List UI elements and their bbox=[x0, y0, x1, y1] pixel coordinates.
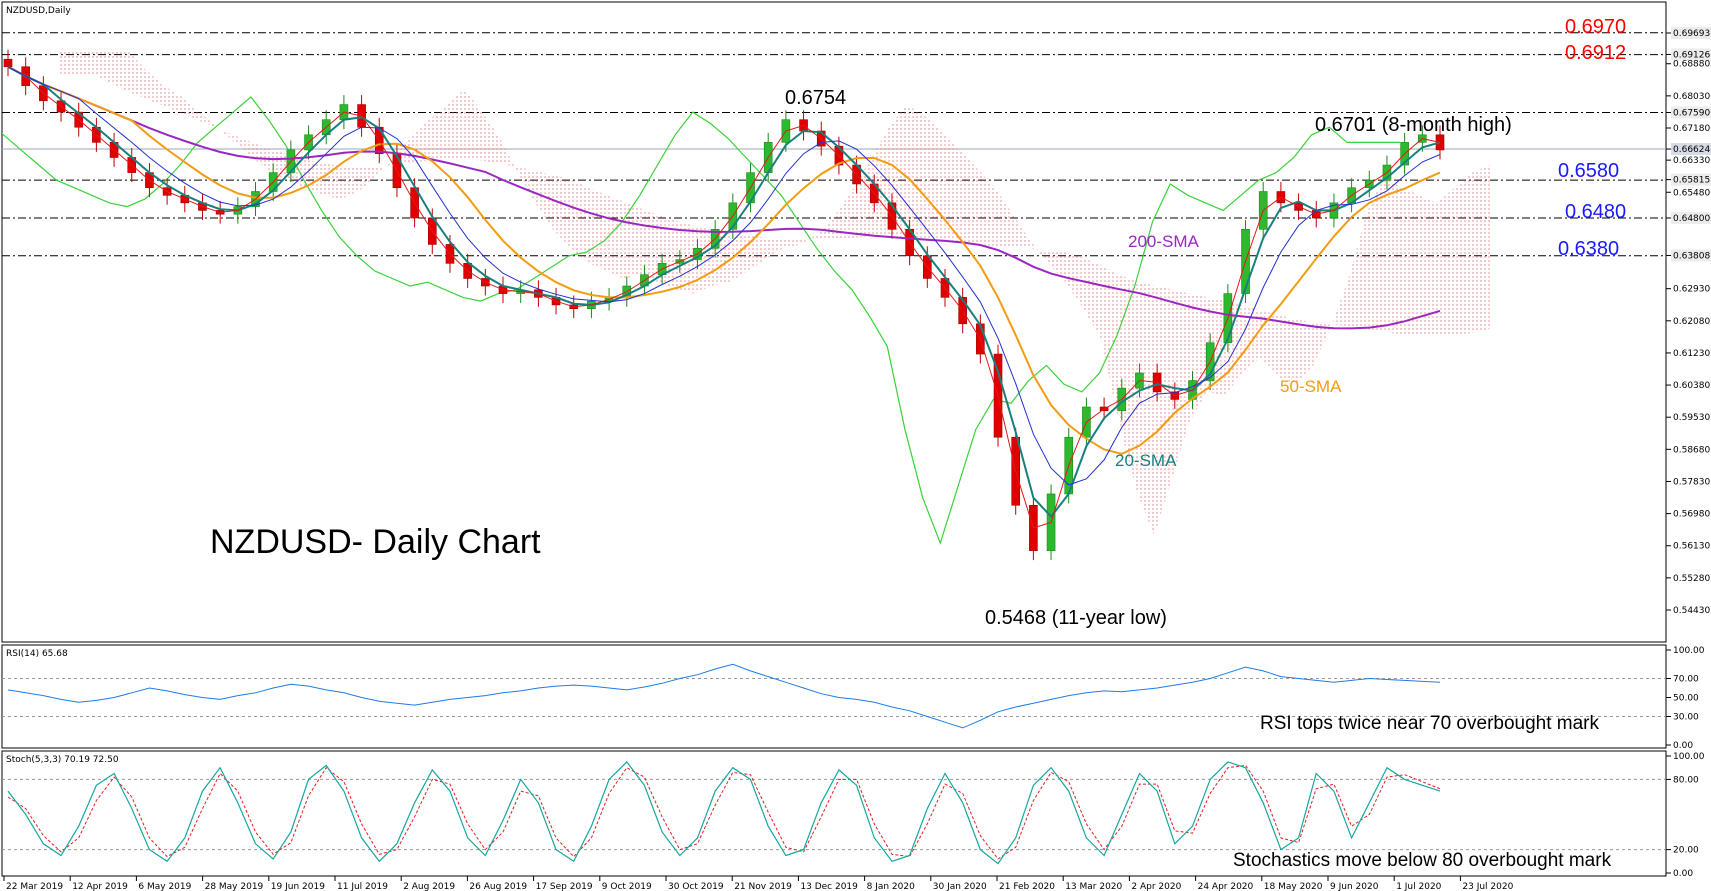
x-tick-label: 12 Apr 2019 bbox=[72, 882, 128, 891]
level-label-0.6912: 0.6912 bbox=[1565, 42, 1626, 64]
price-tick-highlight bbox=[1671, 48, 1711, 61]
price-tick-highlight bbox=[1671, 27, 1711, 39]
chart-title: NZDUSD- Daily Chart bbox=[210, 523, 541, 561]
stoch-tick-label: 0.00 bbox=[1673, 869, 1693, 879]
tenkan-line bbox=[7, 66, 1441, 529]
price-tick-label: 0.56130 bbox=[1673, 542, 1710, 552]
kijun-line bbox=[7, 66, 1441, 486]
sma50-line bbox=[7, 65, 1441, 455]
price-tick-label: 0.62080 bbox=[1673, 317, 1710, 327]
x-tick-label: 17 Sep 2019 bbox=[536, 882, 593, 891]
x-tick-label: 21 Nov 2019 bbox=[734, 882, 792, 891]
price-tick-label: 0.63808 bbox=[1673, 251, 1710, 261]
rsi-tick-label: 30.00 bbox=[1673, 713, 1699, 723]
sma200-line bbox=[7, 65, 1441, 330]
x-tick-label: 30 Oct 2019 bbox=[668, 882, 724, 891]
level-label-0.6480: 0.6480 bbox=[1565, 201, 1626, 223]
price-tick-label: 0.56980 bbox=[1673, 510, 1710, 520]
price-tick-label: 0.64800 bbox=[1673, 214, 1710, 224]
price-tick-highlight bbox=[1671, 211, 1711, 224]
x-tick-label: 2 Apr 2020 bbox=[1131, 882, 1181, 891]
stoch-title: Stoch(5,3,3) 70.19 72.50 bbox=[6, 755, 119, 765]
rsi-line bbox=[7, 663, 1441, 729]
price-tick-highlight bbox=[1671, 106, 1711, 119]
x-tick-label: 23 Jul 2020 bbox=[1462, 882, 1513, 891]
x-tick-label: 6 May 2019 bbox=[138, 882, 191, 891]
level-label-0.6580: 0.6580 bbox=[1558, 160, 1619, 182]
stoch-panel-frame bbox=[1, 750, 1667, 877]
price-tick-label: 0.66330 bbox=[1673, 156, 1710, 166]
lagging-span-line bbox=[2, 96, 1400, 545]
level-label-0.6970: 0.6970 bbox=[1565, 16, 1626, 38]
x-tick-label: 30 Jan 2020 bbox=[933, 882, 987, 891]
price-tick-label: 0.69126 bbox=[1673, 50, 1710, 60]
rsi-tick-label: 50.00 bbox=[1673, 694, 1699, 704]
x-tick-label: 9 Oct 2019 bbox=[602, 882, 652, 891]
ichimoku-cloud bbox=[58, 51, 1490, 536]
price-tick-label: 0.62930 bbox=[1673, 285, 1710, 295]
symbol-label: NZDUSD,Daily bbox=[6, 6, 71, 16]
stoch-k-line bbox=[7, 760, 1441, 865]
x-tick-label: 21 Feb 2020 bbox=[999, 882, 1055, 891]
sma200-label: 200-SMA bbox=[1128, 232, 1200, 251]
x-tick-label: 28 May 2019 bbox=[205, 882, 264, 891]
price-tick-highlight bbox=[1671, 173, 1711, 186]
price-tick-label: 0.61230 bbox=[1673, 349, 1710, 359]
price-tick-label: 0.68030 bbox=[1673, 92, 1710, 102]
price-tick-highlight bbox=[1671, 249, 1711, 262]
price-tick-label: 0.65480 bbox=[1673, 188, 1710, 198]
price-tick-highlight bbox=[1671, 143, 1711, 156]
rsi-tick-label: 100.00 bbox=[1673, 646, 1705, 656]
price-tick-label: 0.57830 bbox=[1673, 477, 1710, 487]
rsi-tick-label: 70.00 bbox=[1673, 675, 1699, 685]
annotation-11-year-low: 0.5468 (11-year low) bbox=[985, 607, 1167, 629]
stoch-d-line bbox=[7, 764, 1441, 860]
x-tick-label: 22 Mar 2019 bbox=[6, 882, 63, 891]
x-tick-label: 19 Jun 2019 bbox=[271, 882, 325, 891]
stoch-tick-label: 20.00 bbox=[1673, 846, 1699, 856]
stoch-tick-label: 100.00 bbox=[1673, 752, 1705, 762]
sma20-label: 20-SMA bbox=[1115, 451, 1177, 470]
candle-body bbox=[3, 58, 13, 68]
x-tick-label: 18 May 2020 bbox=[1264, 882, 1323, 891]
x-tick-label: 11 Jul 2019 bbox=[337, 882, 388, 891]
x-tick-label: 1 Jul 2020 bbox=[1396, 882, 1441, 891]
price-tick-label: 0.65815 bbox=[1673, 176, 1710, 186]
price-tick-label: 0.67590 bbox=[1673, 109, 1710, 119]
price-tick-label: 0.60380 bbox=[1673, 381, 1710, 391]
annotation-0.6754: 0.6754 bbox=[785, 87, 846, 109]
level-label-0.6380: 0.6380 bbox=[1558, 238, 1619, 260]
x-tick-label: 13 Mar 2020 bbox=[1065, 882, 1122, 891]
rsi-title: RSI(14) 65.68 bbox=[6, 649, 68, 659]
x-tick-label: 9 Jun 2020 bbox=[1330, 882, 1379, 891]
price-tick-label: 0.66624 bbox=[1673, 145, 1710, 155]
x-tick-label: 13 Dec 2019 bbox=[800, 882, 858, 891]
price-tick-label: 0.54430 bbox=[1673, 606, 1710, 616]
price-tick-label: 0.68880 bbox=[1673, 60, 1710, 70]
x-tick-label: 8 Jan 2020 bbox=[867, 882, 915, 891]
price-tick-label: 0.59530 bbox=[1673, 413, 1710, 423]
annotation-8-month-high: 0.6701 (8-month high) bbox=[1315, 114, 1512, 136]
price-tick-label: 0.67180 bbox=[1673, 124, 1710, 134]
price-tick-label: 0.55280 bbox=[1673, 574, 1710, 584]
rsi-annotation: RSI tops twice near 70 overbought mark bbox=[1260, 713, 1600, 734]
x-tick-label: 26 Aug 2019 bbox=[469, 882, 527, 891]
x-tick-label: 2 Aug 2019 bbox=[403, 882, 455, 891]
price-tick-label: 0.69693 bbox=[1673, 29, 1710, 39]
sma50-label: 50-SMA bbox=[1280, 377, 1342, 396]
stoch-tick-label: 80.00 bbox=[1673, 775, 1699, 785]
price-tick-label: 0.58680 bbox=[1673, 445, 1710, 455]
stoch-annotation: Stochastics move below 80 overbought mar… bbox=[1233, 850, 1612, 871]
rsi-tick-label: 0.00 bbox=[1673, 741, 1693, 751]
x-tick-label: 24 Apr 2020 bbox=[1198, 882, 1254, 891]
